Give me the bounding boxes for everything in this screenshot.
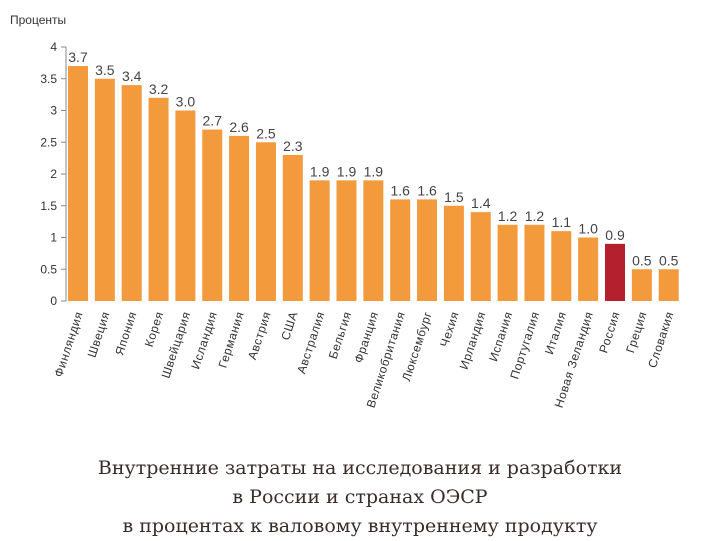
bar — [390, 199, 411, 301]
value-label: 1.4 — [471, 195, 491, 211]
value-label: 1.9 — [337, 163, 357, 179]
category-label: Исландия — [188, 310, 220, 371]
value-label: 2.3 — [283, 138, 303, 154]
category-label: США — [278, 310, 300, 342]
bar — [551, 231, 572, 301]
bar — [68, 66, 88, 301]
bar — [417, 199, 438, 301]
y-tick-label: 2.5 — [40, 135, 57, 149]
value-label: 1.2 — [498, 208, 518, 224]
value-label: 3.0 — [176, 94, 196, 110]
bar — [470, 212, 491, 301]
y-tick-label: 0 — [50, 294, 57, 308]
y-tick-label: 4 — [50, 40, 57, 54]
bar — [255, 142, 276, 301]
category-label: Испания — [486, 310, 515, 364]
bar — [497, 224, 518, 301]
y-tick-label: 2 — [50, 167, 57, 181]
category-label: Австралия — [294, 310, 327, 376]
value-label: 0.5 — [659, 252, 679, 268]
category-label: Франция — [351, 310, 381, 365]
value-label: 3.2 — [149, 81, 169, 97]
value-label: 3.4 — [122, 68, 142, 84]
y-axis-title: Проценты — [10, 13, 66, 27]
value-label: 1.2 — [525, 208, 545, 224]
bar — [524, 224, 545, 301]
bar — [336, 180, 357, 301]
category-label: Ирландия — [457, 310, 489, 372]
y-tick-label: 3 — [50, 104, 57, 118]
category-label: Германия — [216, 310, 247, 370]
y-tick-label: 1 — [50, 231, 57, 245]
value-label: 1.9 — [364, 163, 384, 179]
bar — [605, 243, 625, 301]
value-label: 1.0 — [578, 221, 598, 237]
value-label: 1.9 — [310, 163, 330, 179]
value-label: 1.1 — [552, 214, 572, 230]
y-tick-label: 1.5 — [40, 199, 57, 213]
category-label: Корея — [142, 310, 167, 349]
category-label: Словакия — [645, 310, 676, 370]
bars-group — [68, 66, 679, 301]
y-axis-ticks: 0 0.5 1 1.5 2 2.5 3 3.5 4 — [40, 40, 66, 308]
bar — [94, 78, 115, 301]
y-tick-label: 3.5 — [40, 72, 57, 86]
bar — [363, 180, 384, 301]
caption-line-2: в России и странах ОЭСР — [232, 486, 488, 508]
value-label: 3.7 — [68, 49, 88, 65]
category-label: Россия — [596, 310, 623, 355]
value-label: 1.5 — [444, 189, 464, 205]
bar — [202, 129, 223, 301]
value-labels-group: 3.7 3.5 3.4 3.2 3.0 2.7 2.6 2.5 2.3 1.9 1.9 1.9 1.6 1… — [68, 49, 678, 268]
category-label: Бельгия — [326, 310, 355, 361]
value-label: 0.5 — [632, 252, 652, 268]
category-label: Греция — [623, 310, 650, 355]
value-label: 2.6 — [229, 119, 249, 135]
bar — [229, 135, 250, 301]
value-label: 1.6 — [390, 182, 410, 198]
bar — [578, 237, 599, 301]
category-label: Австрия — [245, 310, 274, 362]
value-label: 0.9 — [605, 227, 625, 243]
value-label: 2.7 — [203, 113, 223, 129]
bar — [148, 97, 169, 301]
value-label: 3.5 — [95, 62, 115, 78]
chart-caption: Внутренние затраты на исследования и раз… — [0, 454, 720, 541]
bar — [121, 85, 142, 301]
bar — [282, 154, 303, 301]
value-label: 2.5 — [256, 125, 276, 141]
bar — [443, 205, 464, 301]
bar — [175, 110, 196, 301]
bar — [658, 269, 679, 301]
category-label: Италия — [542, 310, 569, 357]
caption-line-1: Внутренние затраты на исследования и раз… — [97, 457, 623, 479]
category-label: Чехия — [437, 310, 462, 349]
category-label: Швеция — [85, 310, 113, 360]
y-tick-label: 0.5 — [40, 262, 57, 276]
category-label: Финляндия — [51, 310, 85, 379]
bar — [309, 180, 330, 301]
category-label: Япония — [112, 310, 139, 357]
bar — [631, 269, 652, 301]
caption-line-3: в процентах к валовому внутреннему проду… — [122, 515, 598, 537]
value-label: 1.6 — [417, 182, 437, 198]
